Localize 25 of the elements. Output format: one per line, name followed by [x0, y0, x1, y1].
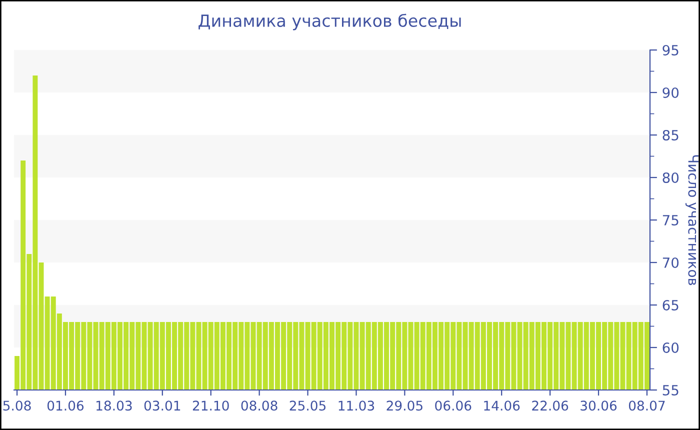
- x-tick-label: 29.05: [386, 400, 422, 411]
- x-tick-label: 08.08: [241, 400, 278, 411]
- y-tick-label: 65: [662, 300, 678, 310]
- x-tick-label: 01.06: [47, 400, 84, 411]
- x-tick-label: 03.01: [144, 400, 180, 411]
- y-tick-label: 80: [662, 172, 679, 183]
- y-tick-label: 70: [662, 257, 679, 268]
- x-tick-label: 30.06: [580, 400, 617, 411]
- y-axis-title: Число участников: [685, 155, 698, 286]
- chart-title: Динамика участников беседы: [198, 14, 461, 30]
- x-tick-label: 22.06: [532, 400, 568, 411]
- y-tick-label: 85: [662, 130, 678, 140]
- y-tick-label: 55: [662, 385, 678, 396]
- y-tick-label: 60: [662, 342, 679, 353]
- x-tick-label: 06.06: [435, 400, 472, 411]
- y-tick-label: 90: [662, 87, 679, 98]
- y-tick-label: 75: [662, 215, 678, 226]
- x-tick-label: 08.07: [628, 400, 665, 411]
- x-tick-label: 18.03: [96, 400, 132, 411]
- y-tick-label: 95: [662, 44, 678, 56]
- x-tick-label: 11.03: [338, 400, 374, 411]
- x-tick-label: 5.08: [3, 400, 31, 411]
- x-tick-label: 14.06: [484, 400, 520, 411]
- x-tick-label: 25.05: [290, 400, 326, 411]
- x-tick-label: 21.10: [192, 400, 229, 411]
